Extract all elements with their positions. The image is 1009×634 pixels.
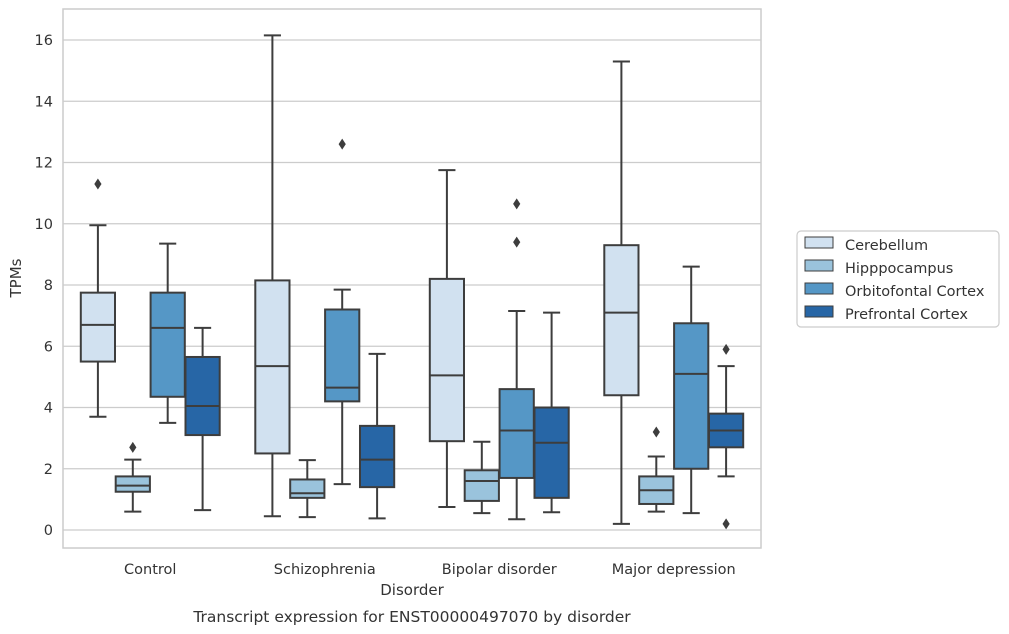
x-tick-label: Control <box>124 562 176 578</box>
outlier-marker <box>513 198 521 210</box>
y-tick-label: 12 <box>35 156 53 172</box>
box-body <box>533 406 570 499</box>
box-body <box>463 469 500 502</box>
y-tick-label: 4 <box>44 401 53 417</box>
box-body <box>114 475 151 493</box>
box-3-2 <box>673 265 710 515</box>
box-body <box>79 291 117 363</box>
box-body <box>498 388 535 479</box>
x-tick-labels: Control Schizophrenia Bipolar disorder Majo… <box>124 562 736 578</box>
legend-item: Prefrontal Cortex <box>804 305 968 323</box>
box-1-2 <box>324 138 361 486</box>
box-2-0 <box>428 169 466 509</box>
legend-item: Hipppocampus <box>804 259 953 277</box>
box-body <box>673 322 710 470</box>
box-2-1 <box>463 440 500 515</box>
box-2-3 <box>533 311 570 514</box>
box-2-2 <box>498 198 535 521</box>
legend-label: Cerebellum <box>845 238 928 254</box>
y-tick-label: 14 <box>35 94 53 110</box>
box-body <box>289 478 326 499</box>
legend-swatch <box>804 259 834 272</box>
x-axis-title: Disorder <box>380 581 444 599</box>
box-3-0 <box>603 60 640 525</box>
x-tick-label: Bipolar disorder <box>442 562 557 578</box>
legend-label: Orbitofontal Cortex <box>845 284 985 300</box>
box-0-3 <box>184 326 221 512</box>
gridlines <box>63 39 761 531</box>
x-tick-label: Schizophrenia <box>274 562 376 578</box>
box-1-1 <box>289 459 326 519</box>
outlier-marker <box>722 343 730 355</box>
outlier-marker <box>94 178 102 190</box>
legend: Cerebellum Hipppocampus Orbitofontal Corte… <box>796 230 1000 328</box>
y-tick-label: 8 <box>44 278 53 294</box>
box-body <box>149 291 186 398</box>
chart-caption: Transcript expression for ENST0000049707… <box>192 608 631 626</box>
y-tick-label: 0 <box>44 523 53 539</box>
outlier-marker <box>338 138 346 150</box>
box-3-3 <box>707 343 745 530</box>
box-1-0 <box>254 34 291 518</box>
outlier-marker <box>129 441 137 453</box>
y-tick-label: 2 <box>44 462 53 478</box>
y-tick-label: 6 <box>44 339 53 355</box>
outlier-marker <box>722 518 730 530</box>
box-0-1 <box>114 441 151 513</box>
legend-label: Prefrontal Cortex <box>845 307 968 323</box>
legend-label: Hipppocampus <box>845 261 953 277</box>
legend-item: Orbitofontal Cortex <box>804 282 985 300</box>
box-0-0 <box>79 178 117 418</box>
y-tick-labels: 0 2 4 6 8 10 12 14 16 <box>35 33 53 539</box>
legend-frame <box>796 230 1000 328</box>
outlier-marker <box>652 426 660 438</box>
box-body <box>324 308 361 403</box>
y-tick-label: 10 <box>35 217 53 233</box>
legend-swatch <box>804 305 834 318</box>
box-body <box>184 355 221 437</box>
x-tick-label: Major depression <box>612 562 736 578</box>
box-0-2 <box>149 242 186 424</box>
plot-frame <box>62 8 762 549</box>
box-1-3 <box>358 352 396 520</box>
box-body <box>358 424 396 489</box>
y-tick-label: 16 <box>35 33 53 49</box>
outlier-marker <box>513 236 521 248</box>
legend-swatch <box>804 236 834 249</box>
boxes <box>79 34 745 530</box>
box-body <box>428 277 466 443</box>
y-axis-title: TPMs <box>7 258 25 298</box>
box-3-1 <box>638 426 675 513</box>
box-body <box>603 244 640 397</box>
legend-swatch <box>804 282 834 295</box>
legend-item: Cerebellum <box>804 236 928 254</box>
